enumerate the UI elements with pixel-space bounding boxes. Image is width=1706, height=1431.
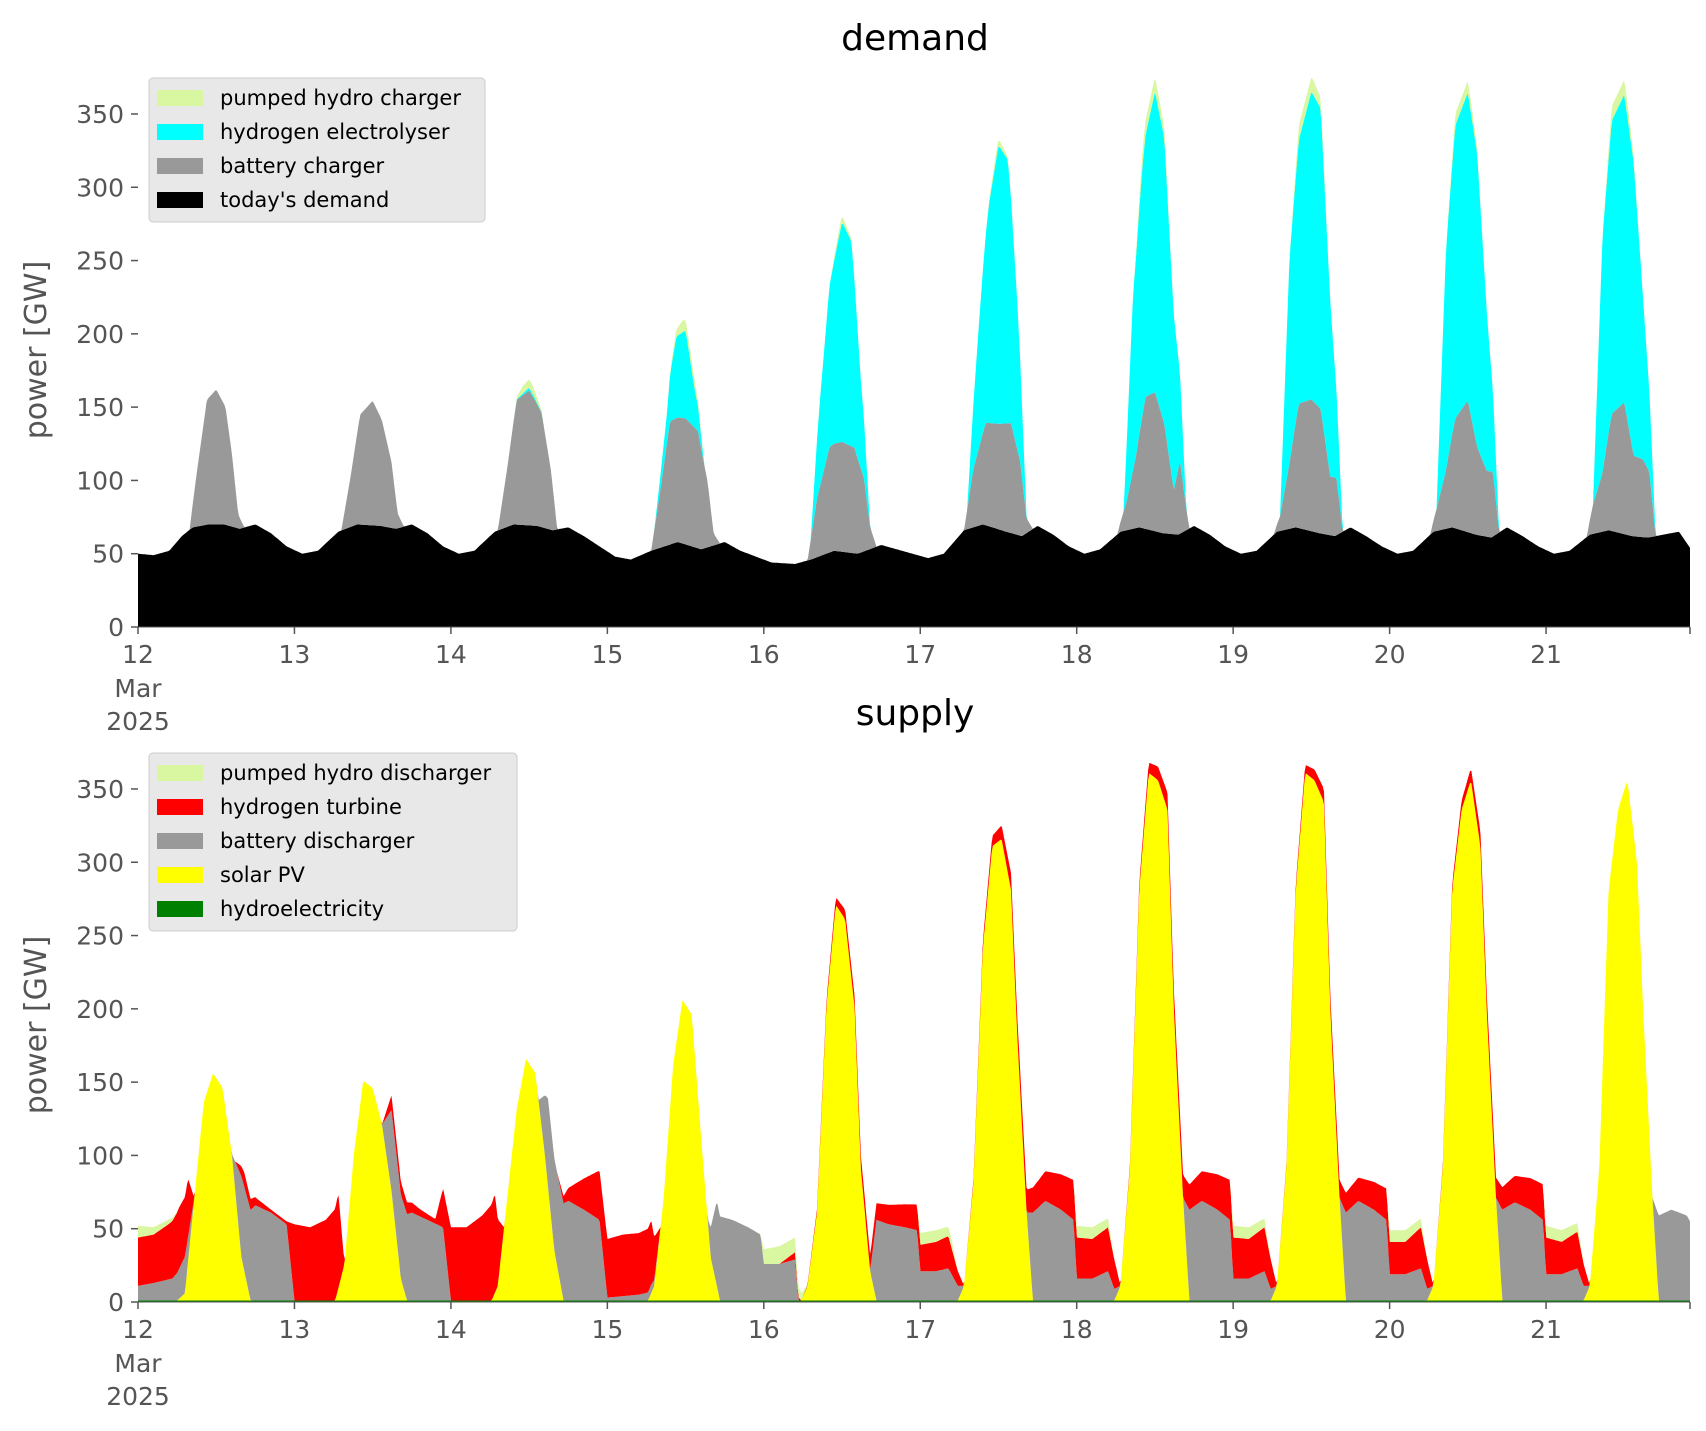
demand-x-tick-label: 15 — [591, 640, 623, 669]
supply-axes: 0 50 100 150 200 250 300 350 12 Mar 2025 13 14 15 16 17… — [76, 775, 1691, 1411]
supply-x-tick-label: 16 — [748, 1315, 780, 1344]
demand-x-tick-label: 18 — [1061, 640, 1093, 669]
supply-y-tick-label: 0 — [108, 1288, 124, 1317]
supply-legend: pumped hydro discharger hydrogen turbine b… — [148, 752, 518, 932]
demand-legend: pumped hydro charger hydrogen electrolyse… — [148, 77, 486, 223]
supply-series-hydrogen-turbine — [138, 762, 1690, 1301]
supply-x-tick-label: 15 — [591, 1315, 623, 1344]
supply-legend-swatch-hydroelectricity — [157, 901, 203, 917]
demand-x-tick-sublabel: Mar — [114, 674, 162, 703]
demand-legend-swatch-pumped-hydro-charger — [157, 90, 203, 106]
demand-x-tick-label: 14 — [435, 640, 467, 669]
supply-legend-label-pumped-hydro-discharger: pumped hydro discharger — [220, 761, 491, 785]
demand-y-tick-label: 350 — [76, 100, 124, 129]
supply-y-tick-label: 200 — [76, 995, 124, 1024]
demand-legend-label-hydrogen-electrolyser: hydrogen electrolyser — [220, 120, 450, 144]
demand-axes: 0 50 100 150 200 250 300 350 12 Mar 2025 13 14 15 16 17… — [76, 100, 1691, 736]
supply-legend-label-hydroelectricity: hydroelectricity — [220, 897, 384, 921]
demand-y-tick-label: 250 — [76, 247, 124, 276]
demand-y-tick-label: 100 — [76, 466, 124, 495]
demand-y-tick-label: 200 — [76, 320, 124, 349]
demand-series-today-s-demand — [138, 524, 1690, 627]
supply-x-tick-sublabel: Mar — [114, 1349, 162, 1378]
demand-x-tick-label: 12 — [122, 640, 154, 669]
supply-x-tick-label: 21 — [1530, 1315, 1562, 1344]
supply-legend-label-battery-discharger: battery discharger — [220, 829, 415, 853]
supply-x-tick-sublabel: 2025 — [106, 1382, 170, 1411]
supply-y-tick-label: 350 — [76, 775, 124, 804]
supply-panel: supply power [GW] 0 50 100 150 200 250 300 350 1… — [19, 693, 1691, 1411]
supply-legend-swatch-pumped-hydro-discharger — [157, 765, 203, 781]
demand-x-tick-label: 17 — [904, 640, 936, 669]
demand-legend-label-battery-charger: battery charger — [220, 154, 385, 178]
demand-plot-area — [138, 78, 1690, 627]
supply-y-tick-label: 250 — [76, 922, 124, 951]
supply-x-tick-label: 14 — [435, 1315, 467, 1344]
supply-y-tick-label: 300 — [76, 848, 124, 877]
demand-x-tick-sublabel: 2025 — [106, 707, 170, 736]
supply-legend-box — [148, 752, 518, 932]
demand-chart-title: demand — [841, 18, 989, 59]
demand-legend-box — [148, 77, 486, 223]
demand-legend-label-pumped-hydro-charger: pumped hydro charger — [220, 86, 461, 110]
demand-series-battery-charger — [138, 390, 1690, 564]
supply-x-tick-label: 13 — [279, 1315, 311, 1344]
demand-y-tick-label: 150 — [76, 393, 124, 422]
supply-series-solar-pv — [138, 773, 1690, 1301]
demand-y-axis-label: power [GW] — [19, 261, 54, 440]
demand-x-tick-label: 21 — [1530, 640, 1562, 669]
supply-legend-label-hydrogen-turbine: hydrogen turbine — [220, 795, 402, 819]
demand-panel: demand power [GW] 0 50 100 150 200 250 300 350 1… — [19, 18, 1691, 736]
demand-y-tick-label: 50 — [92, 540, 124, 569]
supply-legend-swatch-battery-discharger — [157, 833, 203, 849]
demand-legend-label-today-s-demand: today's demand — [220, 188, 389, 212]
supply-y-axis-label: power [GW] — [19, 936, 54, 1115]
supply-legend-swatch-solar-pv — [157, 867, 203, 883]
supply-y-tick-label: 50 — [92, 1215, 124, 1244]
supply-legend-label-solar-pv: solar PV — [220, 863, 305, 887]
supply-x-tick-label: 18 — [1061, 1315, 1093, 1344]
demand-x-tick-label: 19 — [1217, 640, 1249, 669]
supply-chart-title: supply — [856, 693, 975, 734]
demand-x-tick-label: 13 — [279, 640, 311, 669]
demand-y-tick-label: 300 — [76, 173, 124, 202]
demand-x-tick-label: 16 — [748, 640, 780, 669]
supply-x-tick-label: 20 — [1374, 1315, 1406, 1344]
supply-y-tick-label: 100 — [76, 1141, 124, 1170]
demand-legend-swatch-today-s-demand — [157, 192, 203, 208]
demand-x-tick-label: 20 — [1374, 640, 1406, 669]
demand-series-hydrogen-electrolyser — [138, 92, 1690, 565]
supply-legend-swatch-hydrogen-turbine — [157, 799, 203, 815]
demand-y-tick-label: 0 — [108, 613, 124, 642]
supply-series-battery-discharger — [138, 773, 1690, 1301]
supply-x-tick-label: 12 — [122, 1315, 154, 1344]
supply-x-tick-label: 19 — [1217, 1315, 1249, 1344]
supply-y-tick-label: 150 — [76, 1068, 124, 1097]
demand-legend-swatch-hydrogen-electrolyser — [157, 124, 203, 140]
demand-legend-swatch-battery-charger — [157, 158, 203, 174]
supply-x-tick-label: 17 — [904, 1315, 936, 1344]
